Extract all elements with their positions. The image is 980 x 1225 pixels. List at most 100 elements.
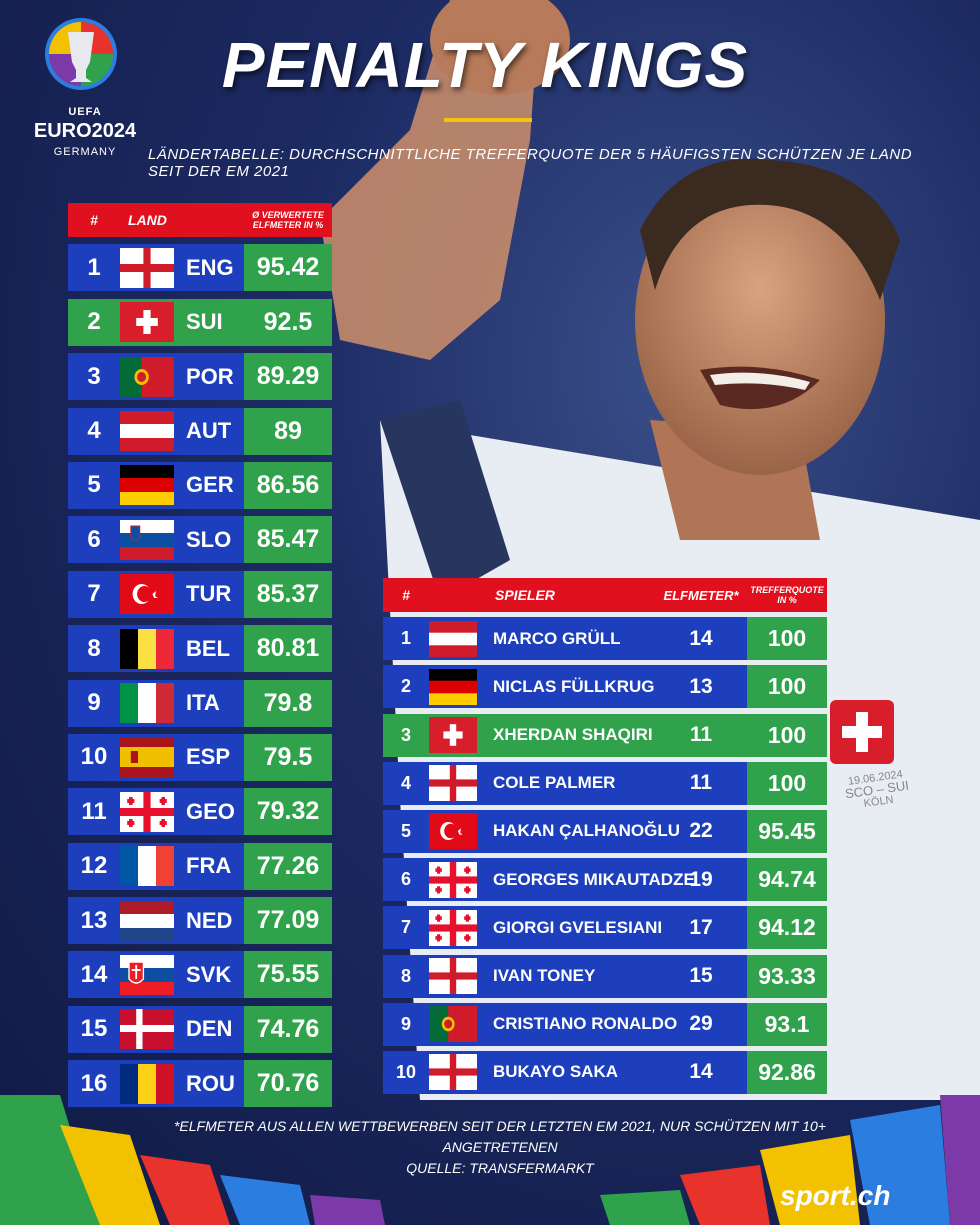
country-percent: 80.81 (244, 625, 332, 673)
country-code: GEO (186, 798, 235, 824)
country-code: ROU (186, 1070, 235, 1096)
netherlands-flag-icon (120, 900, 174, 941)
england-flag-icon (120, 247, 174, 288)
country-percent: 74.76 (244, 1005, 332, 1053)
player-percent: 100 (747, 617, 827, 661)
country-row: 15 DEN 74.76 (68, 1005, 332, 1053)
slovenia-flag-icon (120, 519, 174, 560)
country-cell: NED (120, 897, 244, 945)
country-cell: TUR (120, 570, 244, 618)
country-cell: GER (120, 461, 244, 509)
player-percent: 100 (747, 665, 827, 709)
country-percent: 77.26 (244, 842, 332, 890)
country-rank: 1 (68, 244, 120, 292)
player-percent: 100 (747, 713, 827, 757)
player-row: 10 BUKAYO SAKA 14 92.86 (383, 1050, 827, 1094)
player-rank: 5 (400, 820, 411, 841)
footnote-source: Quelle: Transfermarkt (406, 1160, 594, 1176)
player-name: XHERDAN SHAQIRI (493, 725, 653, 745)
country-code: NED (186, 907, 233, 933)
country-code: BEL (186, 635, 230, 661)
country-cell: SLO (120, 516, 244, 564)
player-penalties: 11 (689, 723, 713, 747)
country-percent: 95.42 (244, 244, 332, 292)
header-quote: TREFFERQUOTE IN % (750, 585, 824, 605)
georgia-flag-icon (429, 861, 477, 898)
player-percent: 94.74 (747, 858, 827, 902)
country-row: 11 GEO 79.32 (68, 788, 332, 836)
country-cell: GEO (120, 788, 244, 836)
player-penalties: 13 (689, 674, 713, 698)
country-cell: POR (120, 353, 244, 401)
georgia-flag-icon (120, 791, 174, 832)
france-flag-icon (120, 846, 174, 887)
player-table: # SPIELER ELFMETER* TREFFERQUOTE IN % 1 … (383, 578, 827, 1094)
country-cell: AUT (120, 407, 244, 455)
player-row: 2 NICLAS FÜLLKRUG 13 100 (383, 665, 827, 709)
country-rank: 6 (68, 516, 120, 564)
player-rank: 9 (400, 1013, 411, 1034)
brand-logo: sport.ch (780, 1180, 891, 1211)
country-rank: 9 (68, 679, 120, 727)
jersey-print: 19.06.2024 SCO – SUI KÖLN (840, 767, 914, 812)
country-code: GER (186, 472, 234, 498)
header-rank: # (402, 587, 410, 603)
player-name: IVAN TONEY (493, 966, 596, 985)
country-code: ITA (186, 690, 220, 716)
country-cell: DEN (120, 1005, 244, 1053)
country-rank: 2 (68, 298, 120, 346)
country-rank: 11 (68, 788, 120, 836)
austria-flag-icon (120, 411, 174, 452)
player-name: NICLAS FÜLLKRUG (493, 676, 655, 696)
country-code: ESP (186, 744, 231, 770)
page-subtitle: Ländertabelle: Durchschnittliche Treffer… (148, 146, 913, 180)
player-rank: 1 (400, 628, 411, 649)
germany-flag-icon (429, 668, 477, 705)
player-row: 7 GIORGI GVELESIANI 17 94.12 (383, 906, 827, 950)
country-row: 12 FRA 77.26 (68, 842, 332, 890)
euro-label: EURO2024 (33, 120, 137, 142)
footnote: *Elfmeter aus allen Wettbewerben seit de… (150, 1116, 850, 1179)
country-row: 4 AUT 89 (68, 407, 332, 455)
country-row: 3 POR 89.29 (68, 353, 332, 401)
country-rank: 12 (68, 842, 120, 890)
belgium-flag-icon (120, 628, 174, 669)
player-name: MARCO GRÜLL (493, 628, 621, 648)
player-percent: 100 (747, 761, 827, 805)
player-penalties: 17 (689, 915, 713, 939)
player-name: HAKAN ÇALHANOĞLU (493, 821, 680, 841)
slovakia-flag-icon (120, 954, 174, 995)
country-rank: 16 (68, 1060, 120, 1108)
player-penalties: 11 (689, 771, 713, 795)
country-rank: 4 (68, 407, 120, 455)
country-percent: 89 (244, 407, 332, 455)
england-flag-icon (429, 1054, 477, 1091)
country-row: 9 ITA 79.8 (68, 679, 332, 727)
country-row: 6 SLO 85.47 (68, 516, 332, 564)
player-penalties: 15 (689, 964, 713, 987)
country-percent: 89.29 (244, 353, 332, 401)
player-percent: 95.45 (747, 809, 827, 853)
country-code: SUI (186, 309, 223, 335)
country-rank: 8 (68, 625, 120, 673)
country-code: ENG (186, 254, 234, 280)
player-percent: 93.1 (747, 1002, 827, 1046)
country-percent: 79.8 (244, 679, 332, 727)
country-code: POR (186, 363, 234, 389)
germany-flag-icon (120, 465, 174, 506)
player-rank: 8 (400, 965, 411, 986)
country-code: SVK (186, 961, 232, 987)
player-name: BUKAYO SAKA (493, 1062, 619, 1082)
turkey-flag-icon (120, 574, 174, 615)
country-code: TUR (186, 581, 232, 607)
country-table: # LAND Ø VERWERTETE ELFMETER IN % 1 ENG … (68, 203, 332, 1108)
player-table-header: # SPIELER ELFMETER* TREFFERQUOTE IN % (383, 578, 827, 612)
player-penalties: 14 (689, 626, 713, 650)
country-cell: FRA (120, 842, 244, 890)
player-rank: 3 (400, 724, 411, 745)
country-percent: 75.55 (244, 951, 332, 999)
page-title: PENALTY KINGS (221, 29, 749, 101)
country-code: AUT (186, 418, 232, 444)
title-underline (444, 118, 532, 122)
player-penalties: 19 (689, 867, 713, 891)
